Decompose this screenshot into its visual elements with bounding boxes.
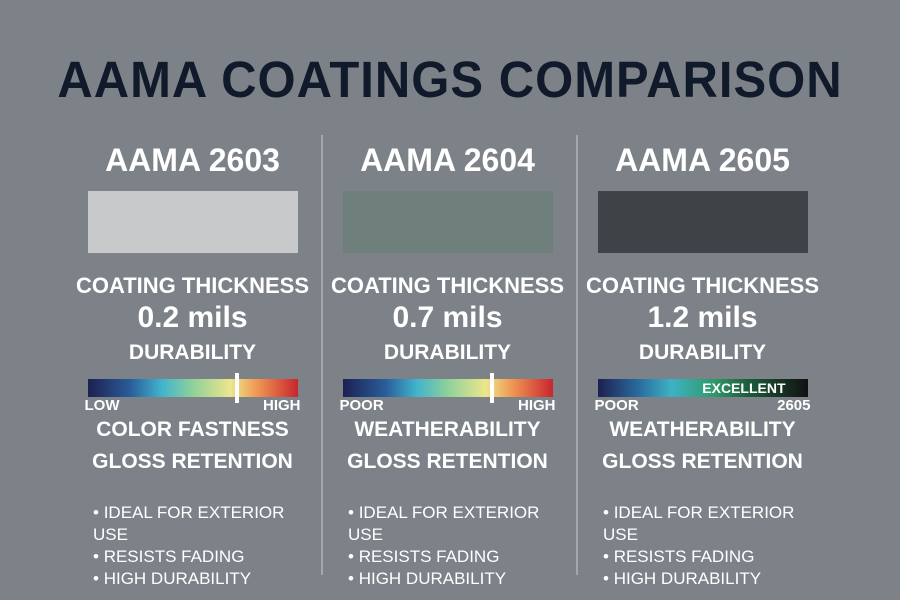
- coating-name: AAMA 2603: [105, 142, 280, 178]
- scale-low-label: POOR: [339, 397, 384, 414]
- page-title: AAMA COATINGS COMPARISON: [57, 51, 843, 109]
- durability-scale: EXCELLENT: [597, 379, 808, 397]
- feature-1: WEATHERABILITY: [354, 418, 541, 441]
- benefit-item: IDEAL FOR EXTERIOR USE: [348, 502, 575, 546]
- durability-label: DURABILITY: [638, 341, 767, 364]
- color-swatch: [87, 191, 298, 253]
- scale-marker: [489, 373, 494, 403]
- feature-1: COLOR FASTNESS: [96, 418, 289, 441]
- color-swatch: [597, 191, 808, 253]
- feature-2: GLOSS RETENTION: [347, 450, 548, 473]
- scale-text: EXCELLENT: [702, 380, 786, 396]
- benefit-list: IDEAL FOR EXTERIOR USERESISTS FADINGHIGH…: [603, 502, 830, 590]
- benefit-item: HIGH DURABILITY: [93, 568, 320, 590]
- benefit-item: RESISTS FADING: [348, 546, 575, 568]
- thickness-label: COATING THICKNESS: [75, 273, 310, 298]
- benefit-item: IDEAL FOR EXTERIOR USE: [603, 502, 830, 546]
- coating-column: AAMA 2603 COATING THICKNESS 0.2 mils DUR…: [65, 135, 320, 590]
- durability-scale: [87, 373, 298, 403]
- color-swatch: [342, 191, 553, 253]
- scale-high-label: HIGH: [518, 397, 556, 414]
- thickness-label: COATING THICKNESS: [585, 273, 820, 298]
- benefit-item: RESISTS FADING: [93, 546, 320, 568]
- scale-high-label: HIGH: [263, 397, 301, 414]
- durability-label: DURABILITY: [128, 341, 257, 364]
- scale-low-label: POOR: [594, 397, 639, 414]
- coating-name: AAMA 2605: [615, 142, 790, 178]
- coating-name: AAMA 2604: [360, 142, 535, 178]
- thickness-value: 0.7 mils: [392, 301, 503, 334]
- column-divider: [321, 135, 323, 575]
- scale-low-label: LOW: [84, 397, 120, 414]
- feature-1: WEATHERABILITY: [609, 418, 796, 441]
- thickness-label: COATING THICKNESS: [330, 273, 565, 298]
- thickness-value: 1.2 mils: [647, 301, 758, 334]
- benefit-list: IDEAL FOR EXTERIOR USERESISTS FADINGHIGH…: [93, 502, 320, 590]
- coating-column: AAMA 2604 COATING THICKNESS 0.7 mils DUR…: [320, 135, 575, 590]
- coating-column: AAMA 2605 COATING THICKNESS 1.2 mils DUR…: [575, 135, 830, 590]
- feature-2: GLOSS RETENTION: [92, 450, 293, 473]
- durability-scale: [342, 373, 553, 403]
- benefit-item: HIGH DURABILITY: [348, 568, 575, 590]
- thickness-value: 0.2 mils: [137, 301, 248, 334]
- feature-2: GLOSS RETENTION: [602, 450, 803, 473]
- benefit-item: IDEAL FOR EXTERIOR USE: [93, 502, 320, 546]
- benefit-list: IDEAL FOR EXTERIOR USERESISTS FADINGHIGH…: [348, 502, 575, 590]
- column-divider: [576, 135, 578, 575]
- benefit-item: HIGH DURABILITY: [603, 568, 830, 590]
- scale-marker: [234, 373, 239, 403]
- scale-high-label: 2605: [777, 397, 811, 414]
- durability-label: DURABILITY: [383, 341, 512, 364]
- benefit-item: RESISTS FADING: [603, 546, 830, 568]
